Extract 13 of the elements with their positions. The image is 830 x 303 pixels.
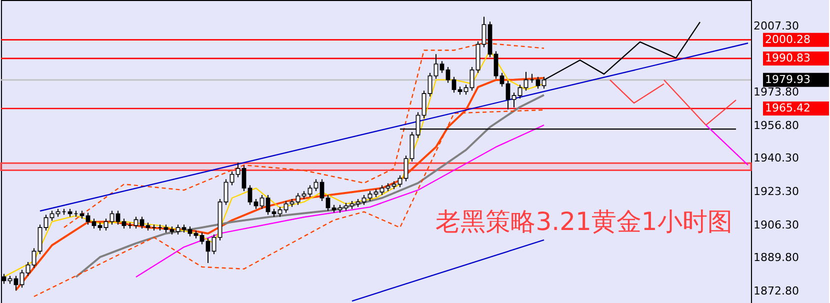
annotation: 老黑策略3.21黄金1小时图 (436, 207, 732, 236)
y-tick-label: 1956.80 (754, 118, 799, 132)
y-tick-label: 2007.30 (754, 20, 799, 33)
ref-line-label: 1990.83 (765, 51, 810, 64)
y-tick-label: 1872.80 (754, 284, 799, 298)
y-tick-label: 1940.30 (754, 152, 799, 164)
ref-line-label: 1965.42 (765, 102, 810, 115)
ref-line-label: 1979.93 (765, 72, 810, 86)
ref-line-label: 2000.28 (765, 32, 810, 46)
y-tick-label: 1923.30 (754, 184, 799, 198)
y-tick-label: 1973.80 (754, 86, 799, 99)
y-tick-label: 1889.80 (754, 250, 799, 264)
y-tick-label: 1906.30 (754, 218, 799, 232)
